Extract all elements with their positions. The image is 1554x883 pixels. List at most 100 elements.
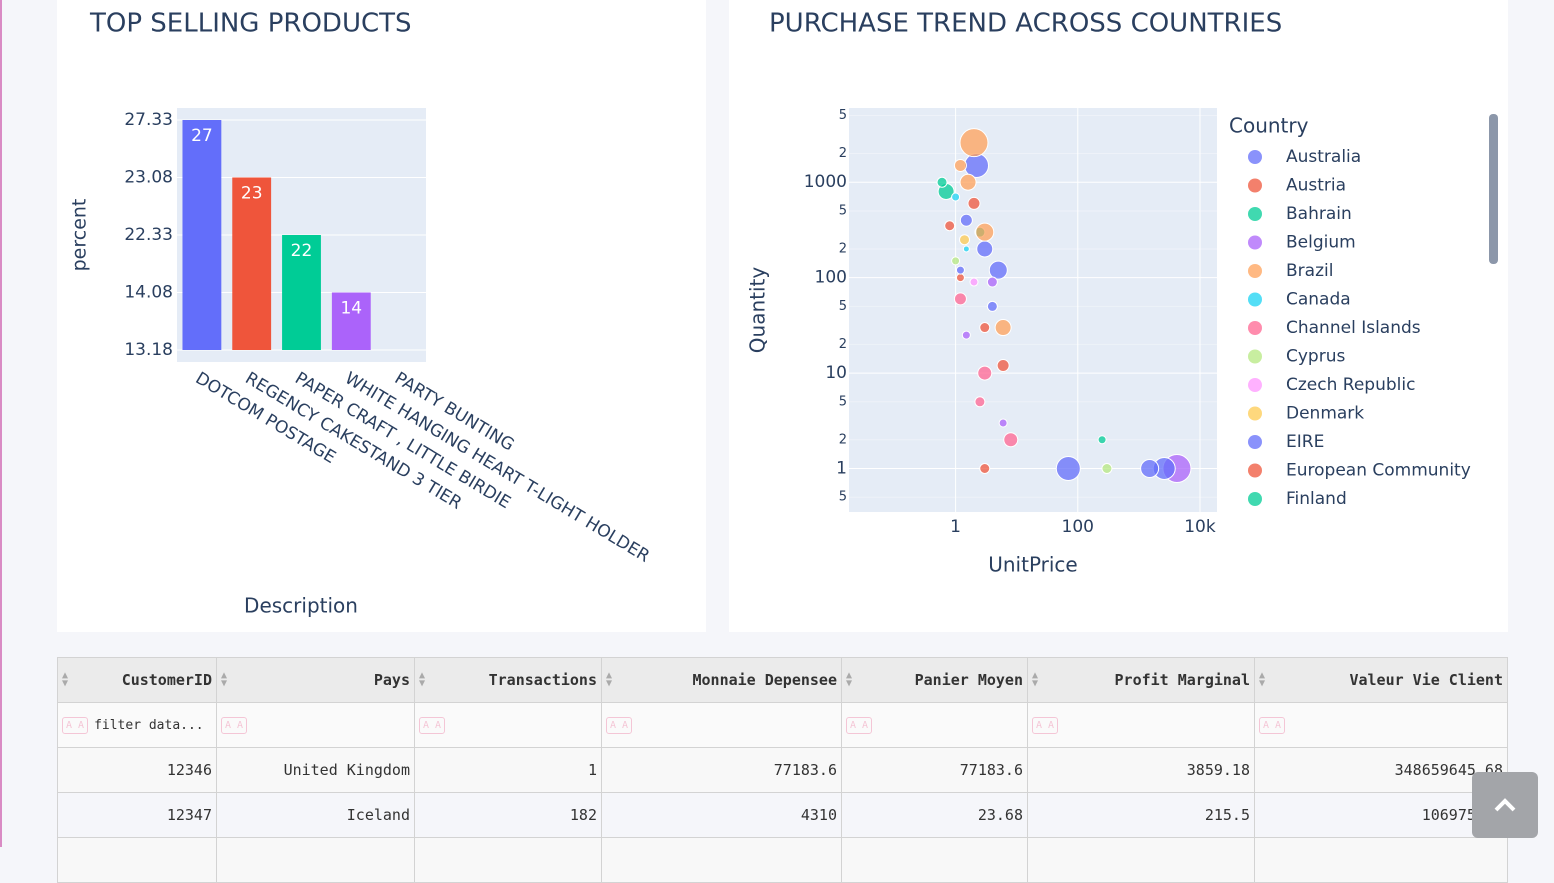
y-tick-label: 2 — [839, 337, 847, 352]
table-cell — [216, 837, 415, 883]
case-toggle: A A — [1259, 716, 1286, 734]
table-cell: 215.5 — [1027, 792, 1255, 838]
bar-label: 22 — [291, 241, 313, 261]
filter-cell[interactable]: A A filter data... — [57, 702, 217, 748]
legend-marker — [1248, 349, 1262, 364]
table-cell — [601, 837, 842, 883]
header-text: Valeur Vie Client — [1349, 671, 1503, 689]
sort-icon[interactable]: ▲ ▼ — [419, 670, 426, 689]
x-tick-label: 100 — [1062, 517, 1094, 537]
column-header: ▲ ▼ Pays — [216, 657, 415, 703]
bubble — [951, 192, 961, 202]
filter-cell[interactable]: A A — [414, 702, 602, 748]
table-cell: 106975.06 — [1254, 792, 1508, 838]
y-tick-label: 1 — [836, 458, 847, 478]
bubble — [951, 256, 961, 266]
bubble — [969, 277, 979, 287]
legend-label: Finland — [1286, 489, 1347, 509]
bubble — [986, 276, 998, 288]
filter-row: A A filter data... A A A A A A A A A A A A — [57, 702, 1508, 748]
legend-label: Belgium — [1286, 233, 1356, 253]
y-tick-label: 1000 — [804, 172, 847, 192]
y-axis-title: Quantity — [746, 267, 770, 354]
table-cell: 348659645.68 — [1254, 747, 1508, 793]
table-cell: 23.68 — [841, 792, 1028, 838]
column-header: ▲ ▼ Panier Moyen — [841, 657, 1028, 703]
legend-marker — [1248, 492, 1262, 506]
bubble — [979, 322, 991, 334]
bubble — [953, 158, 967, 172]
y-tick-label: 13.18 — [124, 340, 173, 360]
bubble — [974, 396, 986, 408]
chevron-icon — [1494, 798, 1516, 812]
filter-cell[interactable]: A A — [1027, 702, 1255, 748]
bubble — [979, 462, 991, 474]
bubble — [955, 265, 965, 275]
header-row: ▲ ▼ CustomerID ▲ ▼ Pays ▲ ▼ Transactions ▲ ▼ Monnai… — [57, 657, 1508, 703]
legend-marker — [1248, 292, 1262, 307]
bubble — [953, 292, 967, 306]
case-toggle: A A — [62, 716, 89, 734]
table-cell — [1254, 837, 1508, 883]
legend-label: Australia — [1286, 147, 1361, 167]
y-tick-label: 14.08 — [124, 283, 173, 303]
y-tick-label: 23.08 — [124, 168, 173, 188]
filter-placeholder: filter data... — [94, 717, 204, 733]
legend-marker — [1248, 378, 1262, 392]
sort-icon[interactable]: ▲ ▼ — [606, 670, 613, 689]
bubble — [1055, 455, 1081, 481]
legend-label: Channel Islands — [1286, 318, 1421, 338]
bubble — [975, 222, 995, 242]
y-tick-label: 5 — [839, 394, 847, 409]
filter-cell[interactable]: A A — [216, 702, 415, 748]
filter-cell[interactable]: A A — [841, 702, 1028, 748]
table-row — [57, 837, 1508, 883]
y-tick-label: 100 — [815, 268, 847, 288]
legend-label: Brazil — [1286, 261, 1333, 281]
y-tick-label: 2 — [839, 241, 847, 256]
table-cell: 4310 — [601, 792, 842, 838]
sort-icon[interactable]: ▲ ▼ — [1259, 670, 1266, 689]
table-cell: 3859.18 — [1027, 747, 1255, 793]
legend-marker — [1248, 235, 1262, 250]
bubble — [944, 220, 956, 232]
sort-icon[interactable]: ▲ ▼ — [846, 670, 853, 689]
bubble — [988, 260, 1008, 280]
sort-icon[interactable]: ▲ ▼ — [221, 670, 228, 689]
bar — [182, 120, 222, 350]
table-cell — [57, 837, 217, 883]
x-axis-title: Description — [244, 594, 358, 618]
legend-marker — [1248, 150, 1262, 164]
y-tick-label: 22.33 — [124, 225, 173, 245]
bar-label: 23 — [241, 184, 263, 204]
sort-icon[interactable]: ▲ ▼ — [62, 670, 69, 689]
header-text: Pays — [373, 671, 410, 689]
data-table: ▲ ▼ CustomerID ▲ ▼ Pays ▲ ▼ Transactions ▲ ▼ Monnai… — [57, 657, 1508, 883]
table-cell: 77183.6 — [841, 747, 1028, 793]
legend-marker — [1248, 435, 1262, 449]
case-toggle: A A — [606, 716, 633, 734]
bar — [232, 177, 272, 350]
y-tick-label: 5 — [839, 299, 847, 314]
y-tick-label: 2 — [839, 432, 847, 447]
table-cell: 182 — [414, 792, 602, 838]
legend-label: European Community — [1286, 461, 1471, 481]
legend-label: Czech Republic — [1286, 375, 1415, 395]
table-cell: 1 — [414, 747, 602, 793]
bubble — [967, 196, 981, 210]
sort-icon[interactable]: ▲ ▼ — [1032, 670, 1039, 689]
bubble — [959, 234, 971, 246]
filter-cell[interactable]: A A — [1254, 702, 1508, 748]
bubble — [1003, 432, 1019, 448]
filter-cell[interactable]: A A — [601, 702, 842, 748]
legend-scrollbar[interactable] — [1489, 114, 1498, 264]
bubble — [1097, 435, 1107, 445]
legend-marker — [1248, 264, 1262, 278]
bubble — [976, 240, 994, 258]
column-header: ▲ ▼ Monnaie Depensee — [601, 657, 842, 703]
legend-marker — [1248, 406, 1262, 421]
x-tick-label: 1 — [950, 517, 961, 537]
legend-label: Canada — [1286, 290, 1351, 310]
scroll-top-button[interactable] — [1472, 772, 1538, 838]
